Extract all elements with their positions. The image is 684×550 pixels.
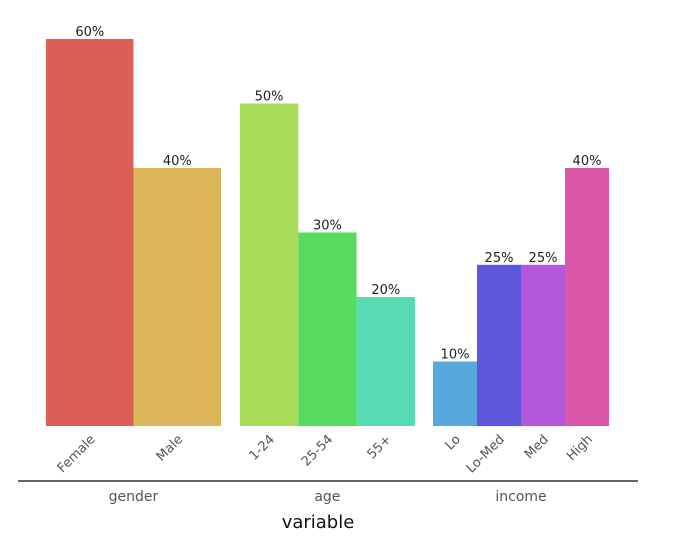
bar-income-med <box>521 264 565 427</box>
group-label-age: age <box>314 489 340 505</box>
tick-label-male: Male <box>154 432 186 464</box>
x-axis-title: variable <box>282 512 355 533</box>
group-labels-layer: gender age income <box>109 489 547 505</box>
bar-income-lo-med <box>477 264 521 427</box>
data-labels-layer: 60% 40% 50% 30% 20% 10% 25% 25% 40% <box>75 25 601 363</box>
bar-age-25-54 <box>298 232 357 426</box>
data-label-age-55-: 20% <box>371 283 400 298</box>
tick-label-female: Female <box>55 432 99 476</box>
bar-income-lo <box>433 361 477 426</box>
data-label-income-high: 40% <box>573 154 602 169</box>
tick-label-1-24: 1-24 <box>246 432 277 463</box>
data-label-income-lo: 10% <box>441 348 470 363</box>
data-label-age-25-54: 30% <box>313 219 342 234</box>
bar-age-55- <box>356 297 415 426</box>
tick-label-25-54: 25-54 <box>299 432 336 469</box>
data-label-gender-female: 60% <box>75 25 104 40</box>
group-label-income: income <box>495 489 546 505</box>
data-label-income-lo-med: 25% <box>485 251 514 266</box>
bar-age-1-24 <box>240 103 299 426</box>
data-label-gender-male: 40% <box>163 154 192 169</box>
group-label-gender: gender <box>109 489 159 505</box>
data-label-income-med: 25% <box>529 251 558 266</box>
bar-gender-male <box>133 168 221 426</box>
tick-label-55-: 55+ <box>365 432 395 462</box>
tick-label-med: Med <box>522 432 552 462</box>
bar-income-high <box>565 168 609 426</box>
tick-label-high: High <box>564 432 596 464</box>
bars-layer <box>46 39 609 427</box>
bar-gender-female <box>46 39 134 426</box>
tick-labels-layer: Female Male 1-24 25-54 55+ Lo Lo-Med Med High <box>55 432 596 476</box>
data-label-age-1-24: 50% <box>255 90 284 105</box>
tick-label-lo: Lo <box>443 432 464 453</box>
tick-label-lo-med: Lo-Med <box>464 432 508 476</box>
